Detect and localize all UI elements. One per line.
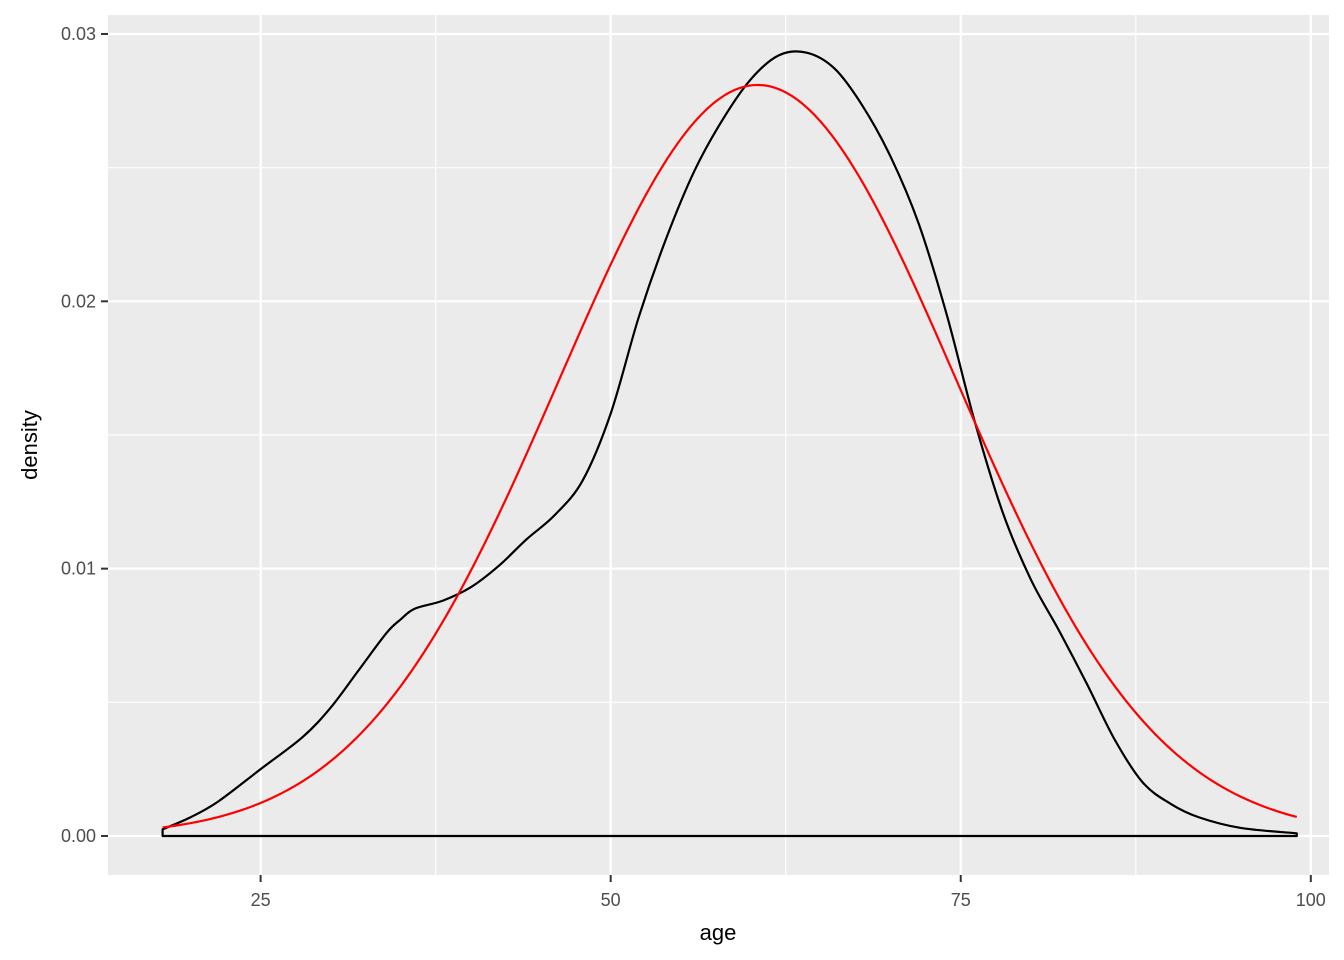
y-tick-label: 0.00 bbox=[61, 826, 96, 846]
panel-background bbox=[108, 15, 1329, 875]
x-axis-title: age bbox=[700, 920, 737, 945]
minor-gridlines bbox=[108, 15, 1329, 875]
x-tick-label: 75 bbox=[951, 890, 971, 910]
x-tick-label: 50 bbox=[601, 890, 621, 910]
x-tick-label: 100 bbox=[1296, 890, 1326, 910]
y-tick-label: 0.03 bbox=[61, 24, 96, 44]
y-tick-label: 0.01 bbox=[61, 559, 96, 579]
y-axis-title: density bbox=[17, 410, 42, 480]
x-tick-label: 25 bbox=[251, 890, 271, 910]
normal-curve bbox=[162, 83, 1298, 829]
y-tick-label: 0.02 bbox=[61, 291, 96, 311]
series-layer bbox=[161, 50, 1298, 838]
density-curve bbox=[161, 50, 1298, 838]
axes: 25 50 75 100 0.00 0.01 0.02 0.03 bbox=[61, 24, 1326, 910]
